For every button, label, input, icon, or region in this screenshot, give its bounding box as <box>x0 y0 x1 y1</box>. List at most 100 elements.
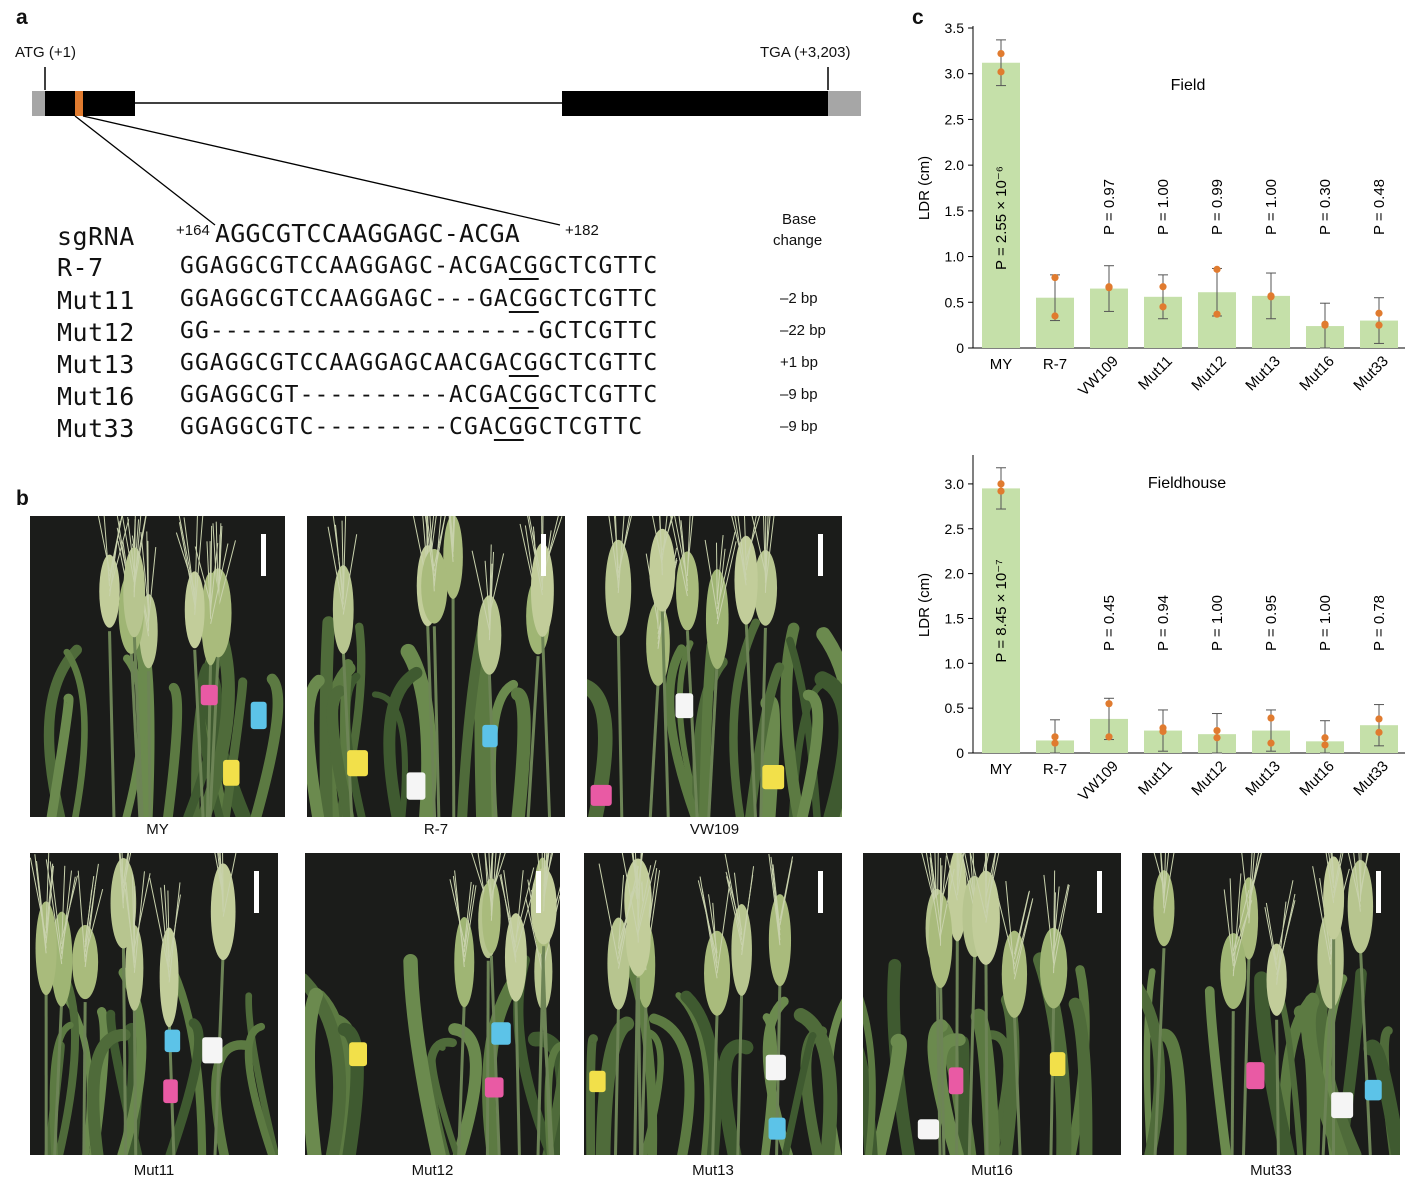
data-point <box>997 487 1005 495</box>
pam-site: CG <box>508 350 539 376</box>
y-tick-label: 2.0 <box>945 157 965 173</box>
data-point <box>1267 714 1275 722</box>
p-value-label: P = 0.94 <box>1155 595 1172 651</box>
chart-fieldhouse: 0 0.5 1.0 1.5 2.0 2.5 3.0 LDR (cm) Fieldhouse MY R… <box>916 455 1405 805</box>
plant-photo <box>587 516 842 817</box>
chart-title: Fieldhouse <box>1148 475 1226 492</box>
data-point <box>1321 741 1329 749</box>
sequence-suffix: GCTCGTTC <box>538 350 659 376</box>
y-tick-label: 1.0 <box>945 249 965 265</box>
y-tick-label: 1.5 <box>945 610 965 626</box>
panel-c-label: c <box>912 6 924 29</box>
plant-photo <box>584 853 842 1155</box>
bar <box>982 62 1020 348</box>
alignment-row-sequence: GGAGGCGTCCAAGGAGCAACGACGGCTCGTTC <box>180 350 658 376</box>
sequence-prefix: GG-------------------- <box>180 318 509 344</box>
utr-3 <box>828 91 861 116</box>
plant-photo <box>1142 853 1400 1155</box>
y-tick-label: 2.0 <box>945 566 965 582</box>
x-tick-label: Mut12 <box>1188 353 1230 395</box>
base-change-value: –9 bp <box>780 386 818 403</box>
data-point <box>997 68 1005 76</box>
alignment-row-name: Mut33 <box>57 414 135 443</box>
x-tick-label: Mut12 <box>1188 758 1230 800</box>
sequence-prefix: GGAGGCGTCCAAGGAGCAACGA <box>180 350 509 376</box>
sequence-prefix: GGAGGCGTCCAAGGAGC---GA <box>180 286 509 312</box>
x-tick-label: R-7 <box>1043 356 1067 373</box>
sequence-prefix: GGAGGCGT----------ACGA <box>180 382 509 408</box>
pam-site: CG <box>508 286 539 312</box>
data-point <box>1267 739 1275 747</box>
photo-label: R-7 <box>423 821 449 838</box>
alignment-row-name: Mut16 <box>57 382 135 411</box>
chart-field: 0 0.5 1.0 1.5 2.0 2.5 3.0 3.5 LDR (cm) Field MY R-7… <box>916 20 1405 400</box>
p-value-label: P = 0.99 <box>1209 179 1226 235</box>
sequence-suffix: GCTCGTTC <box>538 286 659 312</box>
x-tick-label: VW109 <box>1075 353 1122 400</box>
pam-site: CG <box>493 414 524 440</box>
data-point <box>1213 734 1221 742</box>
y-tick-label: 2.5 <box>945 111 965 127</box>
p-value-label: P = 0.45 <box>1101 595 1118 651</box>
pam-site: -- <box>508 318 539 344</box>
p-value-label: P = 0.78 <box>1371 595 1388 651</box>
p-value-label: P = 2.55 × 10⁻⁶ <box>993 166 1010 270</box>
utr-5 <box>32 91 45 116</box>
y-tick-label: 0 <box>956 745 964 761</box>
y-axis-label: LDR (cm) <box>916 156 933 220</box>
data-point <box>1375 321 1383 329</box>
sgrna-pos-start: +164 <box>176 222 210 239</box>
photo-label: VW109 <box>689 821 740 838</box>
sgrna-pos-end: +182 <box>565 222 599 239</box>
data-point <box>997 480 1005 488</box>
y-tick-label: 0.5 <box>945 700 965 716</box>
data-point <box>1105 733 1113 741</box>
plant-photo <box>305 853 560 1155</box>
panel-b-label: b <box>16 487 29 510</box>
y-tick-label: 2.5 <box>945 521 965 537</box>
base-change-header-2: change <box>773 232 823 249</box>
x-tick-label: Mut13 <box>1242 758 1284 800</box>
photo-label: Mut33 <box>1250 1162 1292 1179</box>
plant-photo <box>30 516 285 817</box>
data-point <box>997 50 1005 58</box>
plant-photo <box>863 853 1121 1155</box>
photo-label: Mut11 <box>133 1162 175 1179</box>
data-point <box>1051 739 1059 747</box>
base-change-value: –9 bp <box>780 418 818 435</box>
base-change-value: –2 bp <box>780 290 818 307</box>
data-point <box>1375 309 1383 317</box>
plant-photo <box>30 853 278 1155</box>
data-point <box>1051 733 1059 741</box>
alignment-row-sequence: GGAGGCGTC---------CGACGGCTCGTTC <box>180 414 643 440</box>
x-tick-label: Mut16 <box>1296 353 1338 395</box>
p-value-label: P = 0.30 <box>1317 179 1334 235</box>
gene-model <box>32 67 861 226</box>
y-tick-label: 3.5 <box>945 20 965 36</box>
plant-photo <box>307 516 565 817</box>
bar <box>982 488 1020 753</box>
x-tick-label: Mut16 <box>1296 758 1338 800</box>
y-tick-label: 3.0 <box>945 476 965 492</box>
sgrna-name: sgRNA <box>57 222 135 251</box>
chart-title: Field <box>1171 77 1206 94</box>
sequence-prefix: GGAGGCGTCCAAGGAGC-ACGA <box>180 253 509 279</box>
alignment-row-name: Mut12 <box>57 318 135 347</box>
target-site <box>75 91 83 116</box>
data-point <box>1213 310 1221 318</box>
alignment-row-name: Mut11 <box>57 286 135 315</box>
y-tick-label: 1.5 <box>945 203 965 219</box>
data-point <box>1159 303 1167 311</box>
p-value-label: P = 0.97 <box>1101 179 1118 235</box>
p-value-label: P = 1.00 <box>1263 179 1280 235</box>
p-value-label: P = 1.00 <box>1209 595 1226 651</box>
alignment-row-sequence: GG----------------------GCTCGTTC <box>180 318 658 344</box>
x-tick-label: Mut33 <box>1350 758 1392 800</box>
alignment-row-name: R-7 <box>57 253 104 282</box>
x-tick-label: MY <box>990 761 1013 778</box>
photo-label: Mut16 <box>971 1162 1013 1179</box>
data-point <box>1213 265 1221 273</box>
data-point <box>1105 283 1113 291</box>
panel-a-label: a <box>16 6 28 29</box>
stop-codon-label: TGA (+3,203) <box>760 44 851 61</box>
